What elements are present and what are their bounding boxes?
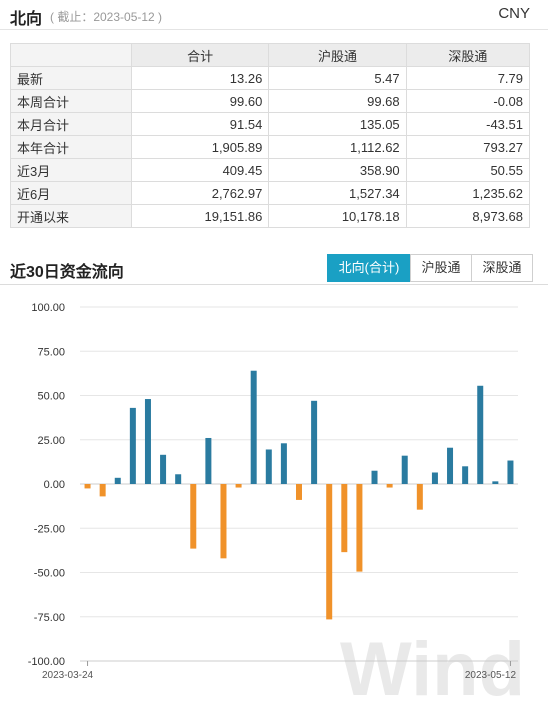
row-label: 近6月 xyxy=(10,181,132,205)
column-header: 沪股通 xyxy=(268,43,407,67)
flow-bar xyxy=(220,484,227,559)
flow-bar xyxy=(477,385,484,484)
flow-bar xyxy=(205,437,212,484)
row-label: 最新 xyxy=(10,66,132,90)
table-cell: 10,178.18 xyxy=(268,204,407,228)
row-label: 近3月 xyxy=(10,158,132,182)
shanghai-connect-button[interactable]: 沪股通 xyxy=(410,254,472,282)
date-note: ( 截止：2023-05-12 ) xyxy=(50,10,163,24)
table-corner xyxy=(10,43,132,67)
flow-bar xyxy=(144,399,151,484)
table-cell: 50.55 xyxy=(405,158,531,182)
table-cell: 793.27 xyxy=(405,135,531,159)
table-cell: 8,973.68 xyxy=(405,204,531,228)
flow-bar xyxy=(114,477,121,484)
y-tick-label: -100.00 xyxy=(28,656,65,668)
northbound-total-button[interactable]: 北向(合计) xyxy=(327,254,411,282)
flow-bar xyxy=(401,455,408,484)
x-tick-label-start: 2023-03-24 xyxy=(42,670,94,681)
flow-bar xyxy=(175,474,182,484)
table-cell: -43.51 xyxy=(405,112,531,136)
flow-bar xyxy=(129,407,136,484)
flow-bar xyxy=(386,484,393,488)
column-header: 合计 xyxy=(130,43,270,67)
table-cell: -0.08 xyxy=(405,89,531,113)
table-row: 近3月 409.45 358.90 50.55 xyxy=(10,158,531,182)
table-cell: 5.47 xyxy=(268,66,407,90)
shenzhen-connect-button[interactable]: 深股通 xyxy=(471,254,533,282)
header-divider xyxy=(0,29,548,30)
column-header: 深股通 xyxy=(405,43,531,67)
flow-bar xyxy=(356,484,363,572)
table-cell: 1,112.62 xyxy=(268,135,407,159)
y-tick-label: 0.00 xyxy=(44,479,65,491)
table-cell: 358.90 xyxy=(268,158,407,182)
table-row: 开通以来 19,151.86 10,178.18 8,973.68 xyxy=(10,204,531,228)
series-toggle-group: 北向(合计) 沪股通 深股通 xyxy=(327,254,533,282)
flow-bar xyxy=(190,484,197,549)
table-row: 本年合计 1,905.89 1,112.62 793.27 xyxy=(10,135,531,159)
flow-bar xyxy=(160,454,167,484)
flow-bar xyxy=(447,447,454,484)
flow-bar xyxy=(492,481,499,484)
flow-bar xyxy=(296,484,302,500)
flow-bar xyxy=(311,400,318,484)
table-cell: 91.54 xyxy=(130,112,270,136)
flow-bar xyxy=(265,449,272,484)
table-cell: 1,235.62 xyxy=(405,181,531,205)
table-row: 本月合计 91.54 135.05 -43.51 xyxy=(10,112,531,136)
table-cell: 7.79 xyxy=(405,66,531,90)
y-tick-label: 100.00 xyxy=(31,302,65,314)
table-cell: 99.68 xyxy=(268,89,407,113)
currency-label: CNY xyxy=(498,5,530,22)
flow-bar xyxy=(280,443,287,484)
table-cell: 19,151.86 xyxy=(130,204,270,228)
page-title: 北向 xyxy=(10,11,43,28)
flow-bar xyxy=(326,484,333,620)
y-tick-label: 75.00 xyxy=(37,346,65,358)
table-cell: 13.26 xyxy=(130,66,270,90)
flow-bar xyxy=(99,484,106,497)
row-label: 本周合计 xyxy=(10,89,132,113)
flow-bar xyxy=(507,460,514,484)
flow-bar xyxy=(341,484,348,553)
flow-bar xyxy=(416,484,423,510)
y-tick-label: -25.00 xyxy=(34,523,65,535)
northbound-flow-chart: Wind 100.00 75.00 50.00 25.00 0.00 -25.00 -50.0… xyxy=(28,302,525,704)
flow-bar xyxy=(250,370,257,484)
y-tick-label: 50.00 xyxy=(37,391,65,403)
flow-bar xyxy=(235,484,242,488)
wind-watermark: Wind xyxy=(340,627,525,704)
row-label: 本年合计 xyxy=(10,135,132,159)
y-tick-label: 25.00 xyxy=(37,435,65,447)
flow-bar xyxy=(371,470,378,484)
table-cell: 1,905.89 xyxy=(130,135,270,159)
row-label: 本月合计 xyxy=(10,112,132,136)
table-cell: 99.60 xyxy=(130,89,270,113)
table-cell: 2,762.97 xyxy=(130,181,270,205)
table-row: 最新 13.26 5.47 7.79 xyxy=(10,66,531,90)
table-cell: 1,527.34 xyxy=(268,181,407,205)
table-row: 本周合计 99.60 99.68 -0.08 xyxy=(10,89,531,113)
x-tick-label-end: 2023-05-12 xyxy=(465,670,517,681)
table-cell: 409.45 xyxy=(130,158,270,182)
table-header-row: 合计 沪股通 深股通 xyxy=(10,43,531,67)
row-label: 开通以来 xyxy=(10,204,132,228)
section-title: 近30日资金流向 xyxy=(10,264,124,281)
flow-summary-table: 合计 沪股通 深股通 最新 13.26 5.47 7.79 本周合计 99.60 99.68… xyxy=(10,43,531,228)
flow-bar xyxy=(431,472,438,484)
y-tick-label: -75.00 xyxy=(34,612,65,624)
flow-bar xyxy=(84,484,91,489)
y-tick-label: -50.00 xyxy=(34,568,65,580)
table-row: 近6月 2,762.97 1,527.34 1,235.62 xyxy=(10,181,531,205)
flow-bar xyxy=(462,466,469,484)
table-cell: 135.05 xyxy=(268,112,407,136)
section-divider xyxy=(0,284,548,285)
